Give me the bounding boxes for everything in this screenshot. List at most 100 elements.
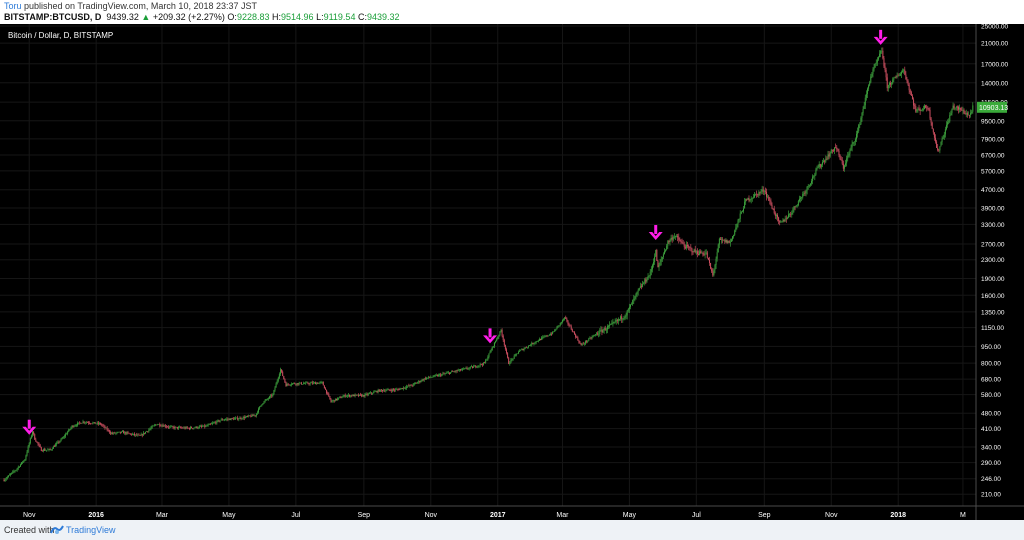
- candle-body: [484, 362, 486, 364]
- candle-body: [874, 63, 876, 68]
- candle-body: [245, 416, 247, 417]
- candle-body: [79, 422, 81, 424]
- candle-body: [650, 269, 652, 272]
- candle-body: [860, 117, 862, 125]
- candle-body: [210, 423, 212, 425]
- candle-body: [572, 331, 574, 333]
- candle-body: [900, 72, 902, 74]
- candle-body: [545, 335, 547, 337]
- candle-body: [783, 219, 785, 222]
- candle-body: [933, 132, 935, 138]
- candle-body: [36, 441, 38, 443]
- candle-body: [261, 404, 263, 406]
- candle-body: [753, 194, 755, 198]
- candle-body: [604, 328, 606, 331]
- author-link[interactable]: Toru: [4, 1, 22, 11]
- open-value: 9228.83: [236, 12, 270, 22]
- price-chart[interactable]: 210.00 246.00 290.00 340.00 410.00 480.00 580.…: [0, 24, 1024, 520]
- candle-body: [955, 106, 957, 108]
- tradingview-logo-icon: [50, 525, 64, 534]
- candle-body: [680, 241, 682, 243]
- candle-body: [865, 94, 867, 98]
- candle-body: [25, 455, 27, 460]
- candle-body: [64, 434, 66, 437]
- candle-body: [942, 137, 944, 139]
- candle-body: [317, 382, 319, 384]
- chart-area[interactable]: 210.00 246.00 290.00 340.00 410.00 480.00 580.…: [0, 24, 1024, 520]
- candle-body: [469, 366, 471, 368]
- candle-body: [429, 376, 431, 378]
- candle-body: [621, 316, 623, 320]
- candle-body: [727, 240, 729, 244]
- arrow-head: [483, 335, 498, 344]
- candle-body: [32, 431, 34, 436]
- candle-body: [188, 428, 190, 429]
- down-arrow-marker: [483, 328, 498, 344]
- candle-body: [86, 422, 88, 423]
- candle-body: [588, 338, 590, 341]
- candle-body: [944, 129, 946, 135]
- candle-body: [417, 382, 419, 384]
- candle-body: [328, 393, 330, 396]
- candle-body: [30, 435, 32, 439]
- candle-body: [636, 291, 638, 294]
- candle-body: [254, 415, 256, 416]
- candle-body: [143, 432, 145, 434]
- candle-body: [873, 67, 875, 70]
- candle-body: [964, 113, 966, 114]
- symbol-label[interactable]: BITSTAMP:BTCUSD, D: [4, 12, 102, 22]
- candle-body: [594, 334, 596, 336]
- candle-body: [676, 235, 678, 237]
- candle-body: [207, 424, 209, 426]
- candle-body: [181, 427, 183, 429]
- candle-body: [580, 343, 582, 346]
- candle-body: [194, 427, 196, 429]
- candle-body: [74, 425, 76, 427]
- candle-body: [219, 420, 221, 422]
- candle-body: [183, 427, 185, 429]
- tradingview-link[interactable]: TradingView: [66, 525, 116, 535]
- candle-body: [124, 432, 126, 434]
- footer-bar: Created with TradingView: [0, 520, 1024, 540]
- candle-body: [870, 76, 872, 83]
- candle-body: [414, 383, 416, 384]
- price-tick-label: 21000.00: [981, 41, 1008, 48]
- candle-body: [176, 426, 178, 429]
- candle-body: [550, 334, 552, 335]
- candle-body: [117, 431, 119, 433]
- current-price-bg: [977, 101, 1007, 113]
- candle-body: [425, 377, 427, 380]
- candle-body: [861, 112, 863, 118]
- candle-body: [866, 88, 868, 95]
- time-axis[interactable]: Nov 2016 Mar May Jul Sep Nov 2017 Mar May Jul Sep No…: [23, 512, 966, 519]
- candle-body: [591, 336, 593, 339]
- candle-body: [400, 388, 402, 389]
- candle-body: [656, 249, 658, 261]
- candle-body: [226, 418, 228, 420]
- candle-body: [622, 318, 624, 320]
- candle-body: [511, 359, 513, 360]
- candle-body: [832, 150, 834, 152]
- candle-body: [915, 106, 917, 112]
- candle-body: [458, 369, 460, 371]
- candle-body: [301, 384, 303, 385]
- candle-body: [491, 346, 493, 351]
- candle-body: [52, 446, 54, 449]
- candle-body: [265, 399, 267, 401]
- price-tick-label: 950.00: [981, 344, 1001, 351]
- candle-body: [520, 349, 522, 351]
- candle-body: [113, 432, 115, 434]
- candle-body: [893, 77, 895, 80]
- candle-body: [203, 425, 205, 427]
- price-axis[interactable]: 210.00 246.00 290.00 340.00 410.00 480.00 580.…: [981, 24, 1008, 499]
- candle-body: [243, 417, 245, 419]
- candle-body: [73, 426, 75, 427]
- candle-body: [658, 265, 660, 268]
- candle-body: [542, 337, 544, 338]
- candle-body: [14, 470, 16, 472]
- candle-body: [762, 189, 764, 192]
- candle-body: [892, 79, 894, 84]
- candle-body: [53, 446, 55, 448]
- candle-body: [492, 346, 494, 347]
- candle-body: [939, 146, 941, 151]
